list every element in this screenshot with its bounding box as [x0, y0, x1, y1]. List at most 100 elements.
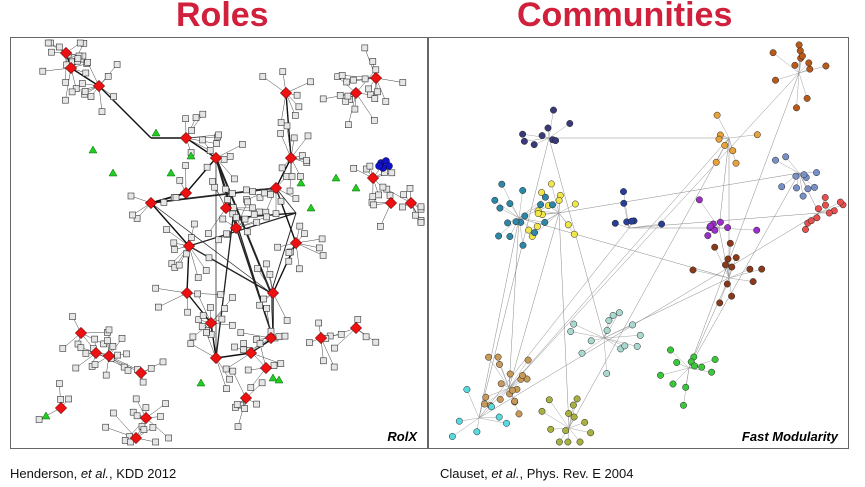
diamond-node — [266, 286, 280, 300]
square-node — [336, 91, 344, 99]
square-node — [234, 423, 242, 431]
community-node — [628, 217, 636, 225]
community-node — [724, 255, 732, 263]
square-node — [62, 78, 70, 86]
square-node — [240, 346, 247, 354]
edge — [478, 417, 507, 424]
diamond-node — [404, 196, 418, 210]
community-node — [689, 266, 697, 274]
community-node — [495, 232, 503, 240]
square-node — [91, 361, 99, 368]
square-node — [290, 134, 298, 142]
diamond-node — [54, 401, 68, 415]
community-node — [544, 124, 552, 132]
square-node — [72, 85, 80, 92]
diamond-node — [264, 331, 278, 345]
square-node — [272, 210, 280, 217]
edge — [478, 137, 550, 419]
square-node — [133, 215, 141, 222]
edge — [188, 212, 297, 247]
square-node — [182, 162, 189, 169]
square-node — [369, 193, 377, 200]
community-node — [508, 386, 516, 394]
diamond-node — [134, 366, 148, 380]
square-node — [366, 162, 374, 170]
edge — [499, 207, 520, 219]
square-node — [129, 211, 136, 219]
rolx-label: RolX — [387, 429, 417, 444]
triangle-node — [186, 151, 196, 160]
diamond-node — [180, 286, 194, 300]
edge — [320, 337, 335, 368]
community-node — [538, 132, 546, 140]
edge — [488, 357, 510, 389]
diamond-node — [179, 186, 193, 200]
community-node — [778, 183, 786, 191]
edge — [603, 337, 625, 347]
edge — [334, 327, 357, 349]
square-node — [176, 177, 184, 184]
community-node — [503, 419, 510, 427]
community-node — [538, 189, 546, 196]
edge — [558, 172, 800, 214]
community-node — [611, 219, 619, 227]
roles-title: Roles — [176, 0, 269, 34]
square-node — [293, 91, 301, 99]
edge — [568, 427, 591, 434]
community-node — [721, 141, 729, 149]
square-node — [110, 93, 117, 100]
square-node — [48, 48, 55, 56]
community-node — [798, 52, 806, 60]
square-node — [202, 267, 210, 274]
communities-citation-venue: , Phys. Rev. E 2004 — [519, 466, 634, 481]
square-node — [301, 230, 308, 237]
edge — [150, 202, 272, 294]
community-node — [564, 221, 572, 229]
square-node — [223, 385, 230, 393]
edge — [818, 201, 841, 214]
square-node — [277, 360, 285, 367]
square-node — [233, 401, 241, 408]
edge — [718, 137, 730, 229]
edge — [190, 343, 217, 359]
edge — [548, 137, 605, 339]
square-node — [253, 218, 260, 226]
edge — [232, 371, 247, 399]
diamond-node — [92, 79, 106, 93]
diamond-node — [289, 236, 303, 250]
square-node — [253, 400, 260, 408]
community-node — [576, 438, 584, 446]
edge — [670, 349, 690, 369]
triangle-node — [306, 203, 316, 212]
community-node — [629, 321, 636, 329]
community-node — [813, 214, 821, 222]
roles-citation: Henderson, et al., KDD 2012 — [10, 466, 176, 481]
square-node — [372, 338, 380, 346]
square-node — [259, 73, 267, 80]
triangle-node — [274, 375, 284, 384]
diamond-node — [204, 316, 218, 330]
edge — [775, 159, 800, 174]
edge — [548, 123, 570, 139]
square-node — [285, 257, 293, 265]
community-node — [494, 353, 502, 361]
square-node — [113, 61, 121, 68]
square-node — [319, 95, 327, 103]
triangle-node — [166, 168, 176, 177]
edge — [798, 172, 804, 197]
square-node — [232, 214, 240, 221]
square-node — [133, 412, 141, 420]
square-node — [105, 326, 113, 334]
square-node — [72, 364, 80, 372]
square-node — [277, 119, 285, 126]
community-node — [673, 359, 681, 366]
square-node — [303, 157, 310, 164]
community-node — [605, 317, 613, 324]
square-node — [127, 192, 135, 200]
edge — [166, 229, 190, 247]
square-node — [159, 358, 167, 366]
square-node — [229, 190, 236, 197]
triangle-node — [196, 378, 206, 387]
triangle-node — [296, 178, 306, 187]
square-node — [213, 140, 220, 147]
